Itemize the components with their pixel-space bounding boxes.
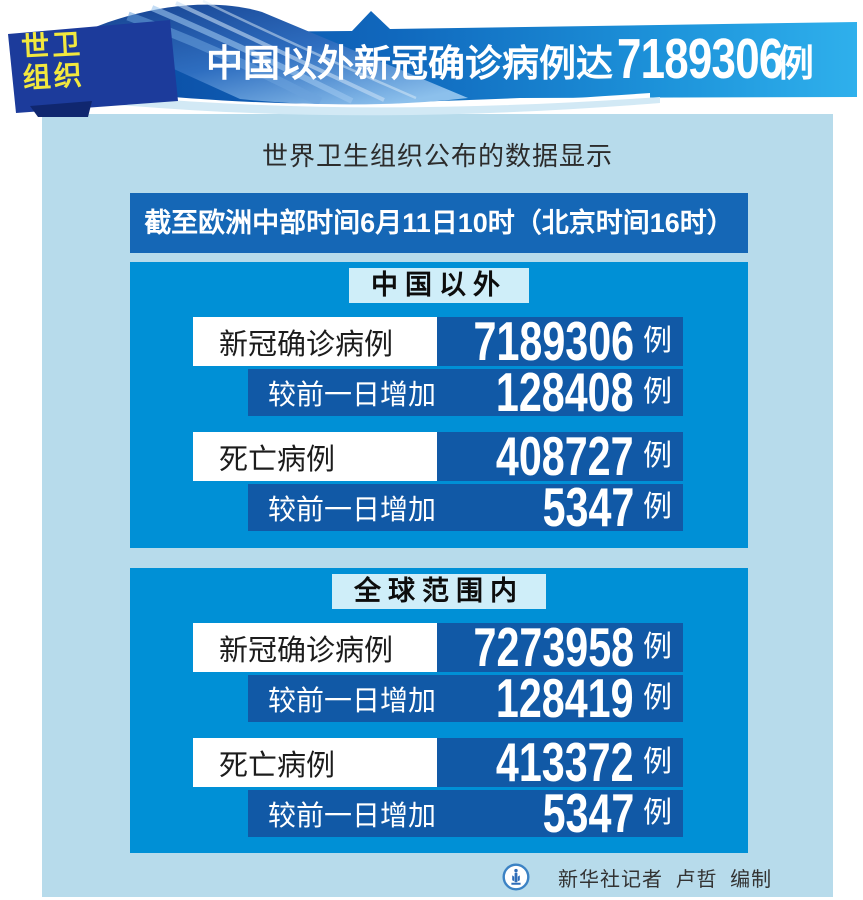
stat-value-group: 128408 例 [450, 365, 672, 420]
stat-label: 较前一日增加 [268, 684, 437, 716]
stat-label: 死亡病例 [193, 432, 437, 481]
stat-value-group: 5347 例 [512, 786, 672, 841]
stat-value-strip: 7189306 例 [437, 310, 683, 372]
title-number: 7189306 [617, 27, 783, 91]
stat-value: 5347 [542, 782, 634, 844]
stat-value-strip: 408727 例 [437, 425, 683, 487]
stat-value: 128408 [496, 361, 634, 423]
stat-unit: 例 [642, 682, 672, 714]
stat-row-confirmed: 新冠确诊病例 7273958 例 [130, 616, 748, 678]
section-title: 中国以外 [349, 268, 529, 303]
section-title: 全球范围内 [332, 574, 546, 609]
who-badge: 世卫 组织 [20, 28, 85, 93]
stat-label: 较前一日增加 [268, 378, 437, 410]
stat-label: 死亡病例 [193, 738, 437, 787]
stat-unit: 例 [642, 376, 672, 408]
xinhua-emblem-icon [502, 863, 530, 891]
stat-value: 413372 [496, 731, 634, 793]
stat-label: 较前一日增加 [268, 493, 437, 525]
stat-row-confirmed-increase: 较前一日增加 128408 例 [248, 365, 683, 420]
stat-unit: 例 [642, 631, 672, 663]
stat-unit: 例 [642, 440, 672, 472]
stat-unit: 例 [642, 746, 672, 778]
date-bar: 截至欧洲中部时间6月11日10时（北京时间16时） [130, 193, 748, 253]
intro-line: 世界卫生组织公布的数据显示 [261, 141, 613, 171]
section-outside-china: 中国以外 新冠确诊病例 7189306 例 较前一日增加 128408 例 死亡… [130, 262, 748, 548]
section-global: 全球范围内 新冠确诊病例 7273958 例 较前一日增加 128419 例 死… [130, 568, 748, 853]
stat-unit: 例 [642, 797, 672, 829]
stat-row-deaths-increase: 较前一日增加 5347 例 [248, 480, 683, 535]
badge-line2: 组织 [22, 59, 86, 94]
stat-row-deaths: 死亡病例 408727 例 [130, 425, 748, 487]
stat-value-group: 5347 例 [512, 480, 672, 535]
stat-row-deaths: 死亡病例 413372 例 [130, 731, 748, 793]
stat-row-deaths-increase: 较前一日增加 5347 例 [248, 786, 683, 841]
credit-text: 新华社记者 卢哲 编制 [558, 868, 773, 891]
stat-label: 较前一日增加 [268, 799, 437, 831]
stat-row-confirmed: 新冠确诊病例 7189306 例 [130, 310, 748, 372]
stat-unit: 例 [642, 325, 672, 357]
header-banner: 世卫 组织 中国以外新冠确诊病例达 7189306 例 [0, 0, 863, 120]
footer-credit: 新华社记者 卢哲 编制 [502, 861, 772, 893]
title-unit: 例 [776, 43, 814, 84]
title-prefix: 中国以外新冠确诊病例达 [206, 43, 613, 84]
stat-label: 新冠确诊病例 [193, 623, 437, 672]
stat-value: 128419 [496, 667, 634, 729]
stat-value: 408727 [496, 425, 634, 487]
stat-value: 5347 [542, 476, 634, 538]
badge-line1: 世卫 [20, 28, 84, 63]
stat-value-group: 128419 例 [450, 671, 672, 726]
stat-label: 新冠确诊病例 [193, 317, 437, 366]
stat-value: 7273958 [473, 616, 634, 678]
content-board: 世界卫生组织公布的数据显示 截至欧洲中部时间6月11日10时（北京时间16时） … [42, 114, 833, 897]
banner-ribbon-art [8, 0, 857, 117]
stat-value-strip: 413372 例 [437, 731, 683, 793]
stat-row-confirmed-increase: 较前一日增加 128419 例 [248, 671, 683, 726]
page-title: 中国以外新冠确诊病例达 7189306 例 [206, 24, 814, 96]
stat-value-strip: 7273958 例 [437, 616, 683, 678]
stat-unit: 例 [642, 491, 672, 523]
stat-value: 7189306 [473, 310, 634, 372]
